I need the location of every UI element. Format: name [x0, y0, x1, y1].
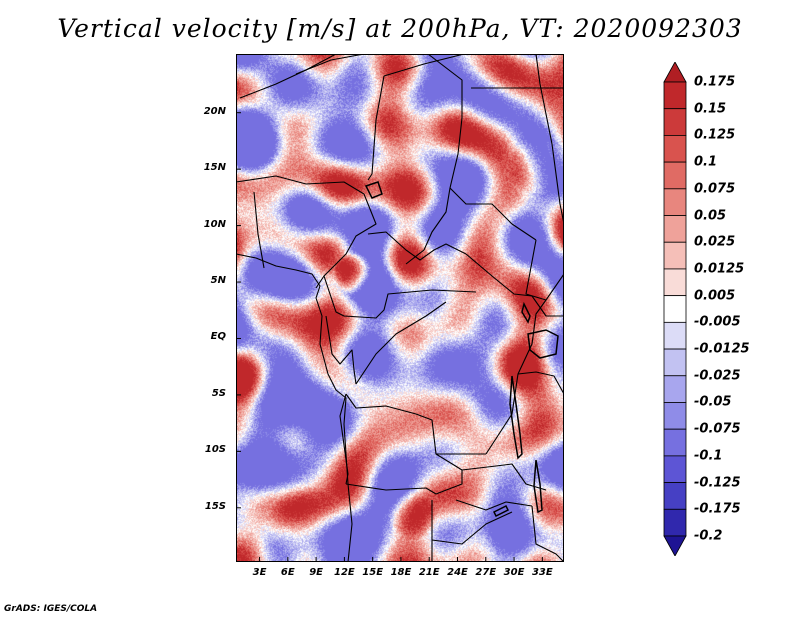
lat-tick-label: 5N	[210, 275, 226, 287]
lat-tick-label: 15S	[204, 500, 226, 512]
lake-malawi	[533, 459, 543, 514]
colorbar-tick-label: 0.005	[694, 288, 736, 304]
border-niger-nigeria	[236, 175, 365, 195]
lake-tanganyika	[509, 375, 523, 460]
lon-tick-label: 18E	[390, 567, 412, 578]
coastline-central-africa	[315, 297, 353, 562]
border-tanzania	[517, 371, 564, 395]
lon-tick-label: 27E	[475, 567, 497, 578]
vertical-velocity-field	[237, 55, 563, 561]
lake-kariba	[492, 504, 510, 518]
coastline-west-africa	[236, 253, 321, 299]
border-drc-west	[355, 301, 447, 385]
colorbar-tick-label: 0.025	[694, 234, 736, 250]
border-gabon	[325, 315, 357, 385]
border-libya-chad	[383, 54, 465, 77]
border-kenya	[531, 295, 564, 317]
border-benin	[253, 191, 265, 269]
colorbar-tick-label: -0.175	[694, 501, 741, 517]
lon-tick-label: 6E	[280, 567, 295, 578]
chart-title: Vertical velocity [m/s] at 200hPa, VT: 2…	[57, 14, 743, 43]
lon-tick-label: 9E	[309, 567, 324, 578]
border-congo	[343, 289, 477, 319]
border-nigeria-cameroon	[315, 193, 377, 289]
lon-tick-label: 3E	[252, 567, 267, 578]
map-panel	[236, 54, 564, 562]
software-credit: GrADS: IGES/COLA	[4, 604, 98, 614]
border-sudan-ssudan	[449, 187, 537, 241]
border-ethiopia	[525, 239, 564, 301]
colorbar-min-arrow	[663, 535, 687, 556]
lake-chad	[364, 181, 383, 199]
colorbar-tick-label: -0.0125	[694, 341, 750, 357]
colorbar	[663, 62, 687, 556]
colorbar-tick-label: 0.0125	[694, 261, 745, 277]
colorbar-tick-label: -0.125	[694, 475, 741, 491]
border-algeria-libya	[295, 54, 365, 75]
border-car-cameroon	[323, 275, 345, 317]
colorbar-tick-label: 0.05	[694, 208, 727, 224]
lon-tick-label: 21E	[418, 567, 440, 578]
lat-tick-label: 5S	[211, 387, 226, 399]
border-mozambique	[531, 505, 564, 562]
colorbar-tick-label: 0.075	[694, 181, 736, 197]
lat-tick-label: 15N	[203, 162, 226, 174]
lon-tick-label: 15E	[362, 567, 384, 578]
lat-tick-label: 10S	[204, 444, 226, 456]
colorbar-tick-label: -0.075	[694, 421, 741, 437]
colorbar-tick-label: -0.1	[694, 448, 723, 464]
lon-tick-label: 12E	[334, 567, 355, 578]
border-angola-zambia	[435, 453, 463, 495]
colorbar-tick-label: -0.005	[694, 314, 741, 330]
border-ssudan-drc	[465, 253, 533, 297]
colorbar-tick-label: -0.2	[694, 528, 723, 544]
border-sudan-libya	[427, 54, 463, 118]
lat-tick-label: 10N	[203, 218, 226, 230]
lake-victoria	[527, 329, 559, 359]
lat-tick-label: 20N	[203, 105, 226, 117]
border-libya-niger	[239, 54, 337, 99]
colorbar-tick-label: 0.175	[694, 74, 736, 90]
lake-albert	[521, 301, 531, 324]
lon-tick-label: 30E	[503, 567, 525, 578]
border-sudan-chad	[405, 117, 463, 265]
colorbar-tick-label: 0.125	[694, 127, 736, 143]
colorbar-tick-label: -0.05	[694, 394, 732, 410]
border-chad-car	[367, 231, 467, 261]
lon-tick-label: 24E	[447, 567, 468, 578]
border-angola-north	[339, 393, 349, 485]
border-zambia-zimbabwe	[455, 499, 533, 511]
border-angola-namibia	[345, 483, 437, 495]
colorbar-tick-label: -0.025	[694, 368, 741, 384]
lat-tick-label: EQ	[210, 331, 226, 343]
lon-tick-label: 33E	[531, 567, 553, 578]
border-botswana	[431, 511, 513, 545]
border-niger-chad	[367, 75, 385, 181]
colorbar-tick-label: 0.15	[694, 101, 727, 117]
country-borders	[236, 54, 564, 562]
border-drc-east	[485, 299, 547, 455]
colorbar-tick-label: 0.1	[694, 154, 718, 170]
border-zambia	[461, 463, 547, 491]
coastline-red-sea	[535, 54, 564, 225]
